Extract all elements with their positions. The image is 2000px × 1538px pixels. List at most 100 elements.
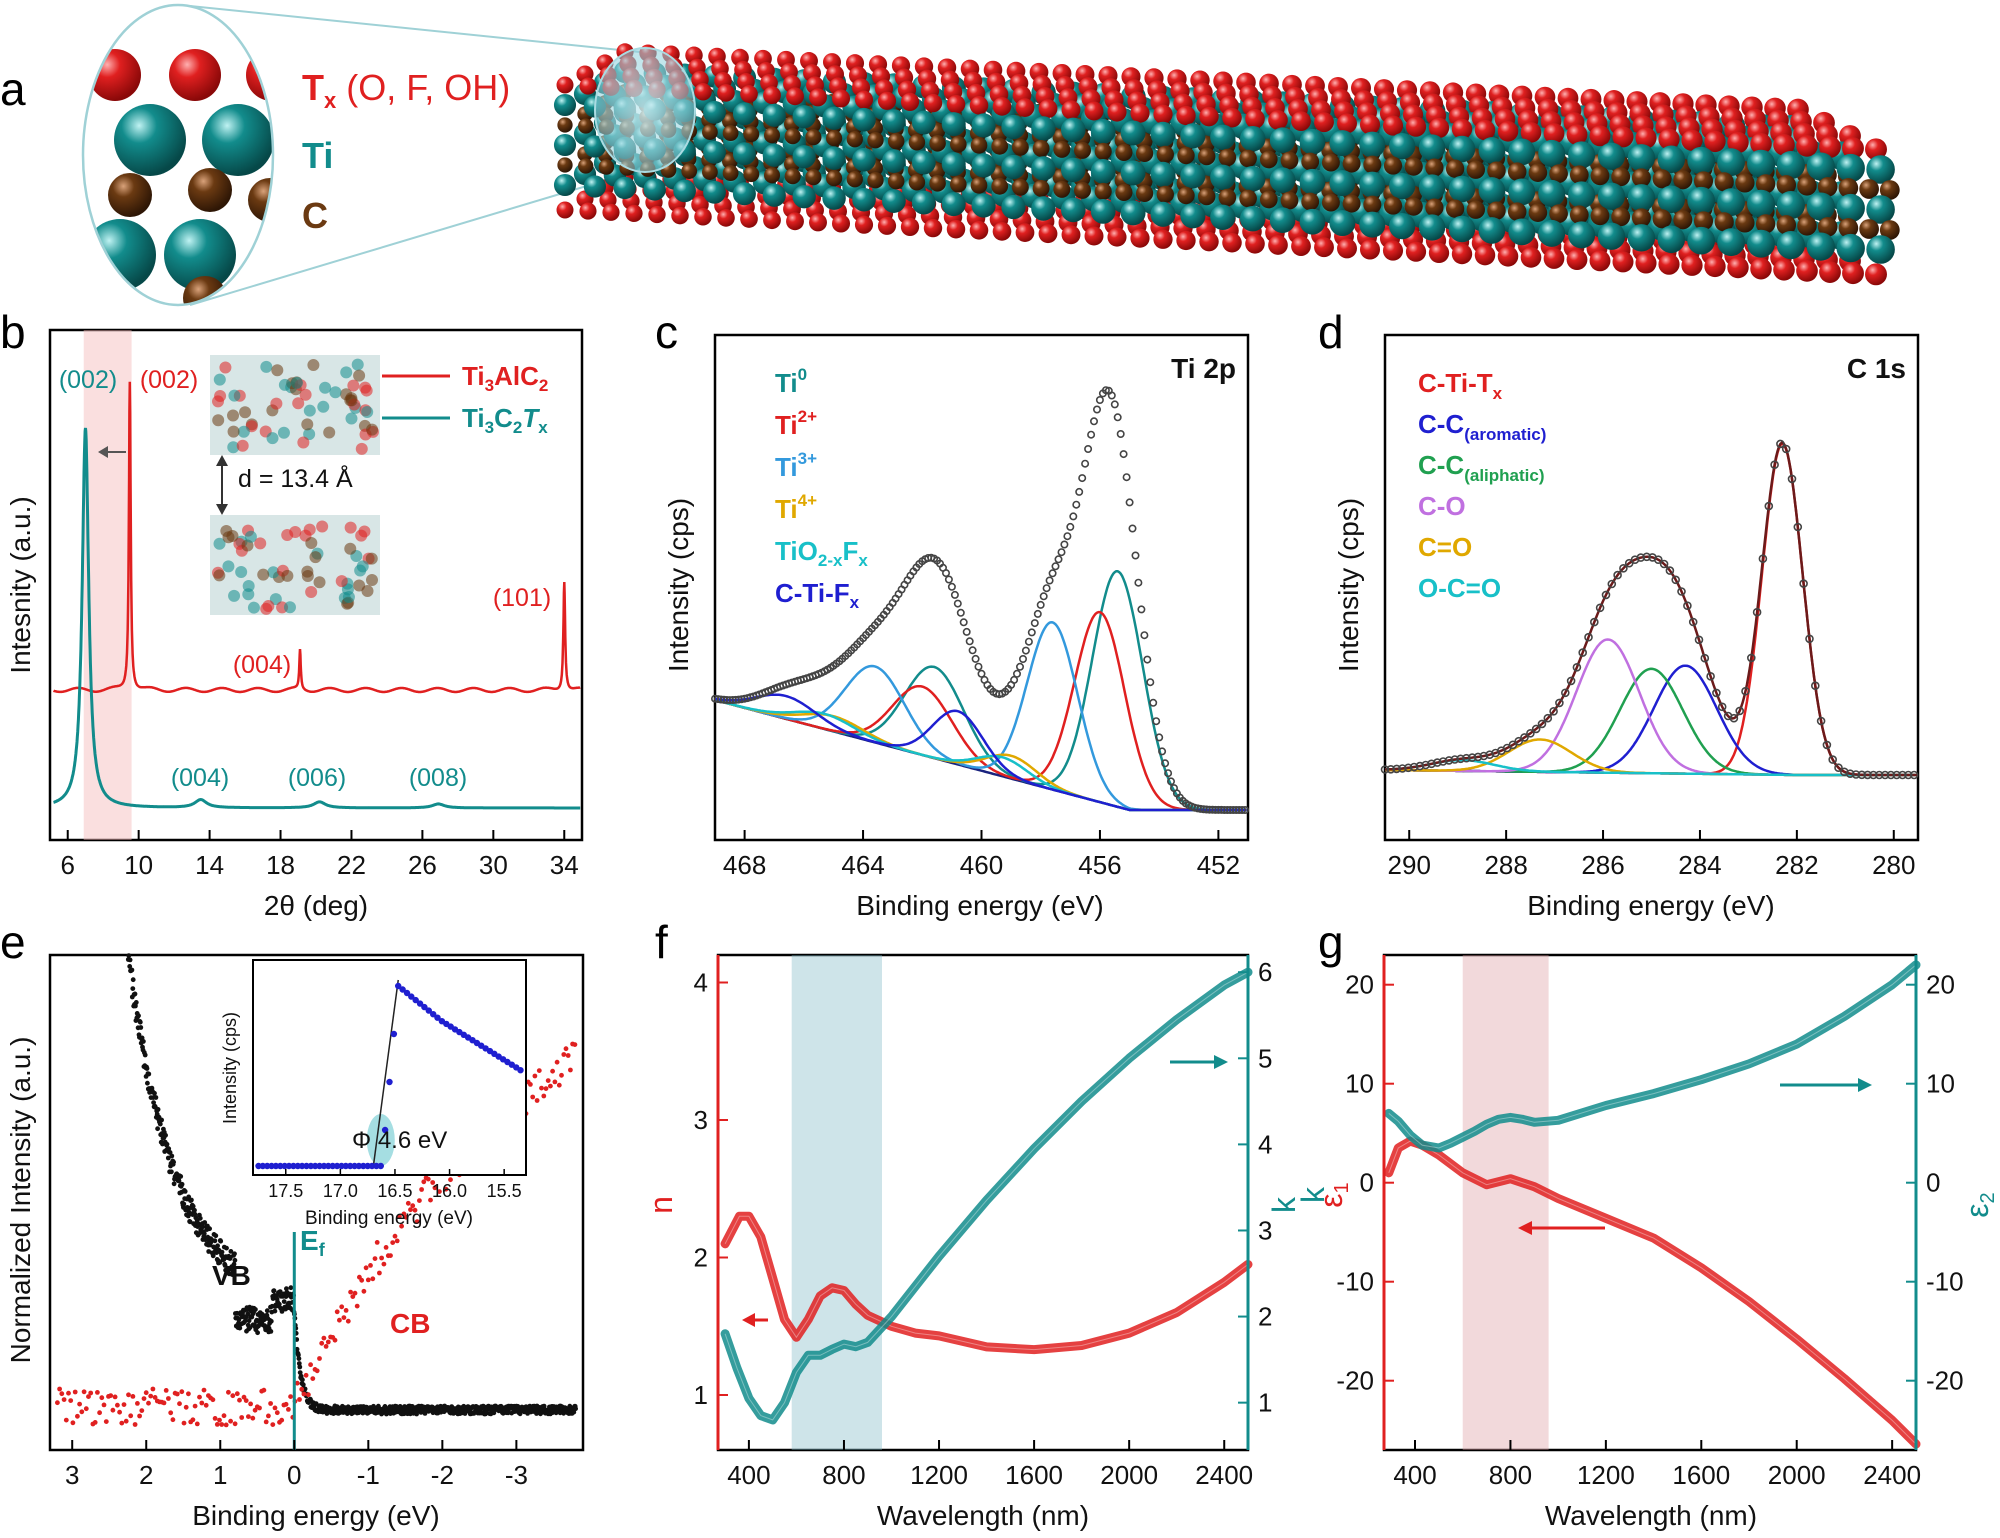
slab-atom bbox=[1879, 180, 1900, 200]
data-point bbox=[1110, 400, 1119, 409]
xlabel-g: Wavelength (nm) bbox=[1545, 1500, 1757, 1531]
inset-point bbox=[425, 1007, 432, 1014]
series-ε2 bbox=[1384, 960, 1921, 1153]
ylabel-g-right: ε2 bbox=[1959, 1192, 1999, 1217]
inset-point bbox=[517, 1067, 524, 1074]
slab-atom bbox=[1448, 215, 1476, 243]
slab-atom bbox=[1130, 228, 1150, 248]
x-tick-label: 800 bbox=[1489, 1460, 1532, 1490]
slab-atom bbox=[1658, 128, 1680, 150]
cb-point bbox=[223, 1422, 229, 1428]
data-point bbox=[1869, 770, 1878, 780]
vb-point bbox=[268, 1329, 274, 1334]
inset-atom bbox=[247, 601, 260, 614]
data-point bbox=[1526, 728, 1535, 738]
x-tick-label: 400 bbox=[727, 1460, 770, 1490]
data-point bbox=[1555, 698, 1564, 708]
vb-point bbox=[155, 1107, 161, 1112]
x-tick-label: 452 bbox=[1197, 850, 1240, 880]
cb-point bbox=[246, 1414, 251, 1419]
inset-ylabel-e: Intensity (cps) bbox=[220, 1012, 240, 1124]
vb-point bbox=[165, 1155, 171, 1161]
slab-atom bbox=[992, 97, 1012, 116]
vb-point bbox=[222, 1263, 228, 1268]
slab-atom bbox=[1150, 161, 1176, 187]
cb-point bbox=[283, 1401, 289, 1407]
data-point bbox=[1433, 758, 1442, 767]
data-point bbox=[1060, 540, 1069, 549]
slab-atom bbox=[969, 221, 989, 240]
xlabel-f: Wavelength (nm) bbox=[877, 1500, 1089, 1531]
inset-atom bbox=[299, 388, 312, 401]
slab-atom bbox=[762, 103, 786, 127]
cb-point bbox=[239, 1415, 245, 1420]
cb-point bbox=[250, 1415, 256, 1421]
slab-atom bbox=[1073, 181, 1092, 199]
inset-atom bbox=[239, 406, 252, 419]
slab-atom bbox=[1806, 152, 1835, 181]
slab-atom bbox=[1538, 179, 1566, 207]
cb-point bbox=[115, 1402, 120, 1408]
slab-atom bbox=[762, 143, 786, 167]
data-point bbox=[1409, 762, 1419, 772]
vb-point bbox=[163, 1132, 169, 1138]
y-tick-label-left: 1 bbox=[694, 1380, 708, 1410]
slab-atom bbox=[786, 212, 804, 231]
slab-atom bbox=[1321, 193, 1340, 212]
label-vb: VB bbox=[212, 1260, 251, 1291]
legend-item: Ti3+ bbox=[775, 449, 817, 482]
data-point bbox=[1386, 764, 1396, 774]
x-tick-label: 284 bbox=[1678, 850, 1721, 880]
slab-atom bbox=[911, 150, 936, 175]
vb-point bbox=[284, 1286, 289, 1292]
slab-atom bbox=[1838, 218, 1859, 238]
slab-atom bbox=[1673, 210, 1693, 230]
legend-ti3c2tx: Ti3C2Tx bbox=[462, 403, 548, 437]
slab-atom bbox=[1389, 132, 1416, 160]
slab-atom bbox=[1681, 129, 1703, 151]
x-tick-label: 18 bbox=[266, 850, 295, 880]
cb-point bbox=[412, 1207, 418, 1213]
cb-point bbox=[530, 1094, 536, 1100]
x-tick-label: 2000 bbox=[1768, 1460, 1826, 1490]
slab-atom bbox=[1383, 156, 1403, 175]
cb-point bbox=[377, 1270, 382, 1276]
slab-atom bbox=[1836, 193, 1865, 223]
zoom-atom bbox=[114, 104, 186, 176]
slab-atom bbox=[1568, 221, 1596, 249]
title-c: Ti 2p bbox=[1171, 353, 1236, 384]
inset-atom bbox=[278, 378, 291, 391]
cb-point bbox=[59, 1391, 65, 1397]
slab-atom bbox=[867, 172, 884, 189]
legend-item: C-C(aromatic) bbox=[1418, 409, 1546, 444]
slab-atom bbox=[1269, 167, 1296, 194]
slab-atom bbox=[1199, 231, 1219, 252]
y-tick-label-left: 0 bbox=[1360, 1168, 1374, 1198]
slab-atom bbox=[1090, 159, 1116, 184]
cb-point bbox=[243, 1398, 249, 1403]
ylabel-c: Intensity (cps) bbox=[663, 498, 694, 672]
slab-atom bbox=[991, 137, 1009, 155]
cb-point bbox=[201, 1387, 207, 1393]
vb-point bbox=[169, 1153, 175, 1159]
cb-point bbox=[117, 1409, 122, 1415]
data-point bbox=[1238, 805, 1247, 814]
panel-f: f 400 800 1200 1600 2000 2400 1 2 3 4 1 2 3 4 5 6 Wavel… bbox=[643, 916, 1302, 1531]
slab-atom bbox=[1714, 172, 1734, 192]
y-tick-label-right: 4 bbox=[1258, 1129, 1272, 1159]
data-point bbox=[974, 662, 983, 671]
interlayer-band bbox=[83, 330, 132, 840]
slab-atom bbox=[1115, 143, 1133, 161]
cb-point bbox=[221, 1413, 227, 1419]
legend-item: C-O bbox=[1418, 491, 1466, 521]
cb-point bbox=[139, 1408, 145, 1413]
x-tick-label: 286 bbox=[1581, 850, 1624, 880]
cb-point bbox=[143, 1390, 149, 1396]
slab-atom bbox=[1658, 253, 1680, 275]
slab-atom bbox=[1038, 224, 1058, 244]
cb-point bbox=[301, 1391, 307, 1397]
x-tick-label: 0 bbox=[287, 1460, 301, 1490]
slab-atom bbox=[1176, 105, 1196, 126]
vb-point bbox=[276, 1301, 282, 1307]
slab-atom bbox=[1487, 201, 1506, 220]
